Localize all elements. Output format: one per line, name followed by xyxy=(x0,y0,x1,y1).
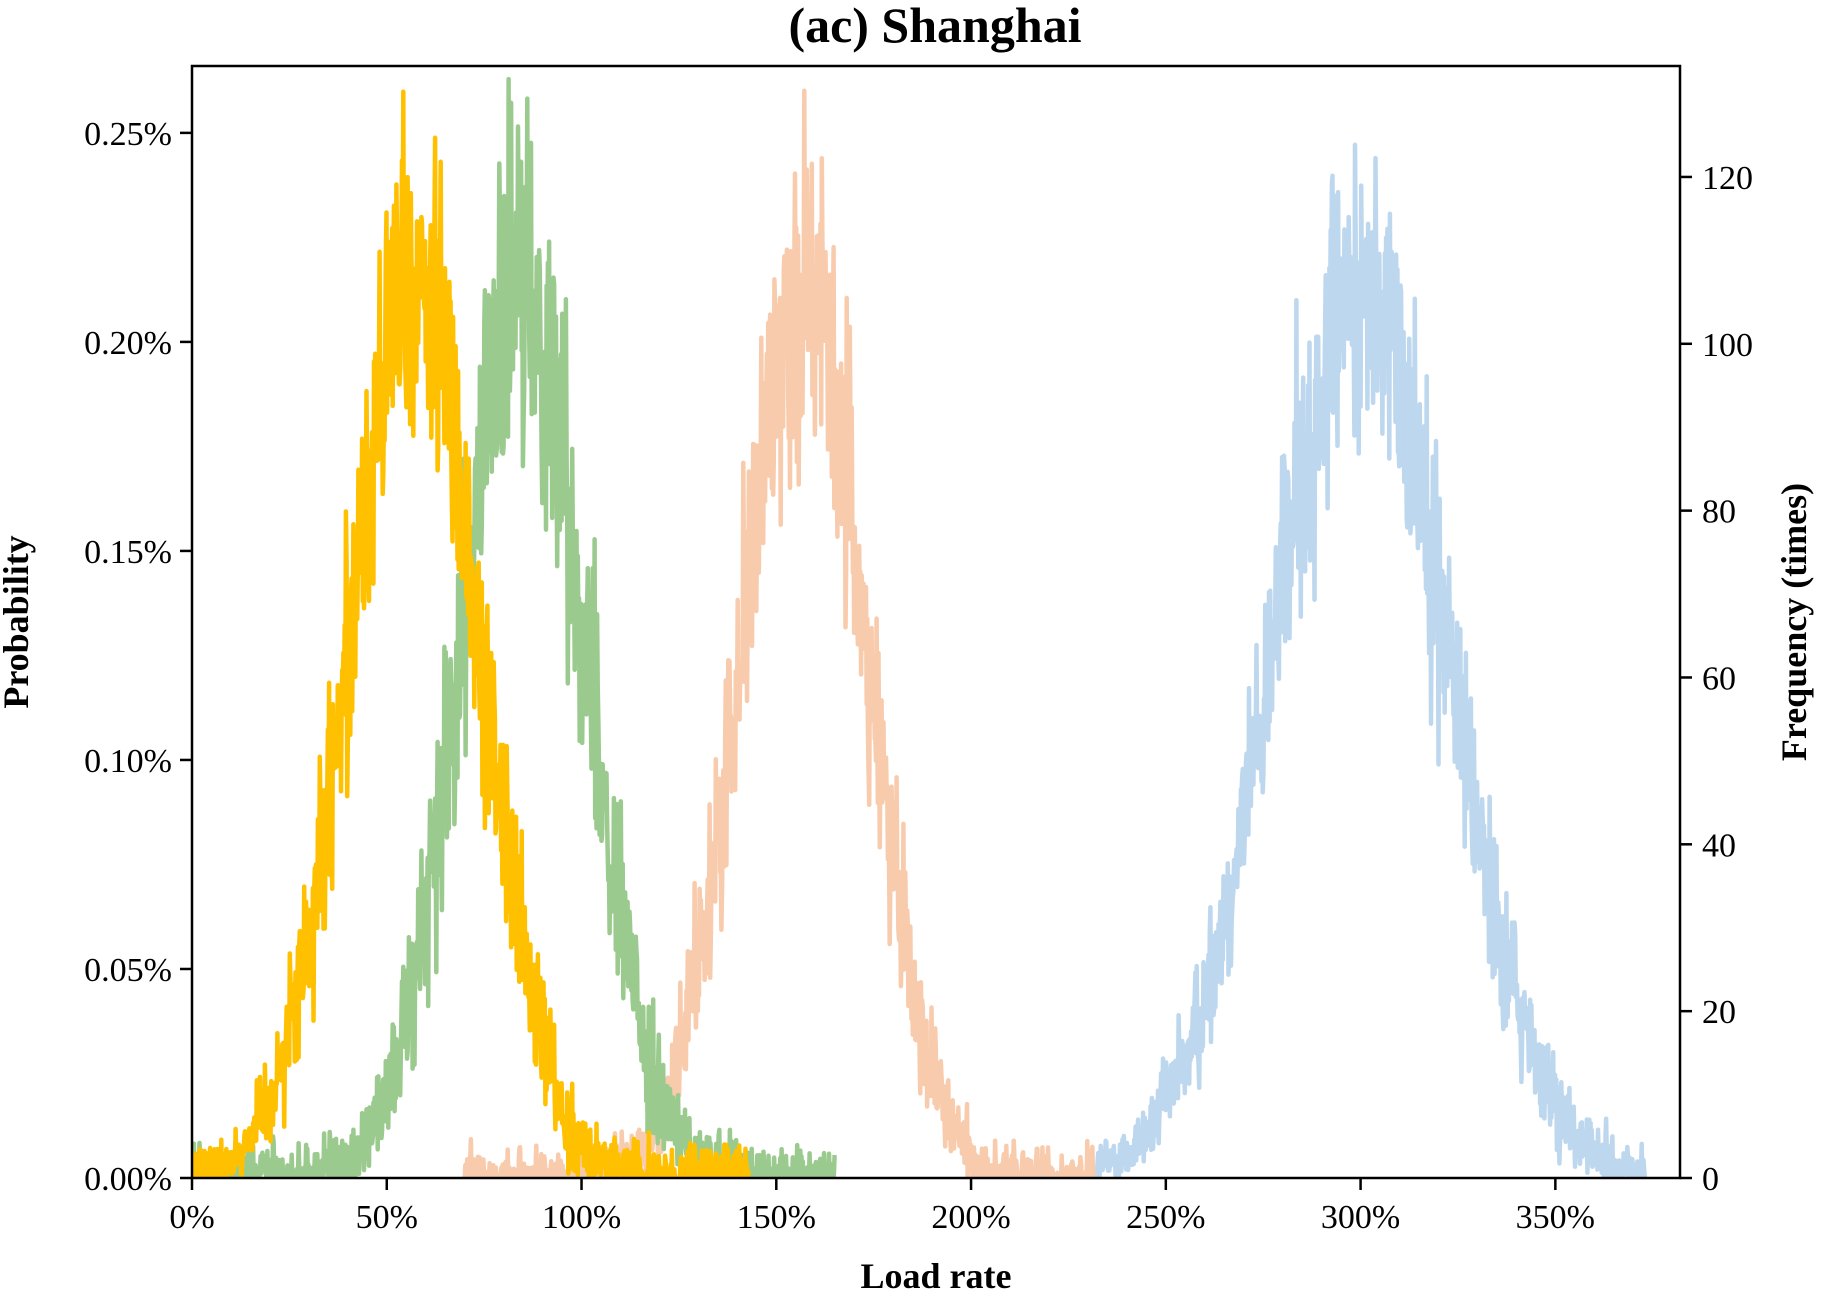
y2-tick-label: 80 xyxy=(1702,494,1736,531)
plot-frame xyxy=(190,64,1682,1180)
x-tick-label: 150% xyxy=(737,1199,816,1236)
y2-axis-label: Frequency (times) xyxy=(1774,483,1814,761)
y-tick-label: 0.10% xyxy=(84,743,172,780)
series-line-2 xyxy=(462,88,1098,1178)
y-tick-label: 0.25% xyxy=(84,116,172,153)
series-layer xyxy=(192,76,1648,1178)
y2-tick-label: 20 xyxy=(1702,994,1736,1031)
y-tick-label: 0.05% xyxy=(84,952,172,989)
x-tick-label: 300% xyxy=(1321,1199,1400,1236)
y-tick-label: 0.15% xyxy=(84,534,172,571)
y-axis-label: Probability xyxy=(0,535,36,708)
x-axis-label: Load rate xyxy=(861,1256,1012,1296)
x-tick-label: 50% xyxy=(356,1199,418,1236)
x-axis-ticks: 0% 50% 100% 150% 200% 250% 300% 350% xyxy=(169,1178,1595,1236)
x-tick-label: 350% xyxy=(1516,1199,1595,1236)
chart-title: (ac) Shanghai xyxy=(788,0,1081,53)
plot-area xyxy=(190,64,1682,1180)
x-tick-label: 100% xyxy=(542,1199,621,1236)
y2-tick-label: 120 xyxy=(1702,160,1753,197)
y2-tick-label: 0 xyxy=(1702,1161,1719,1198)
series-line-1 xyxy=(1093,142,1648,1178)
y-tick-label: 0.20% xyxy=(84,325,172,362)
y2-tick-label: 100 xyxy=(1702,327,1753,364)
series-line-4 xyxy=(192,89,751,1178)
x-tick-label: 250% xyxy=(1126,1199,1205,1236)
y2-tick-label: 40 xyxy=(1702,827,1736,864)
y2-tick-label: 60 xyxy=(1702,660,1736,697)
y-tick-label: 0.00% xyxy=(84,1161,172,1198)
y2-axis-ticks: 0 20 40 60 80 100 120 xyxy=(1680,160,1753,1198)
x-tick-label: 200% xyxy=(931,1199,1010,1236)
x-tick-label: 0% xyxy=(169,1199,214,1236)
y-axis-ticks: 0.00% 0.05% 0.10% 0.15% 0.20% 0.25% xyxy=(84,116,192,1198)
